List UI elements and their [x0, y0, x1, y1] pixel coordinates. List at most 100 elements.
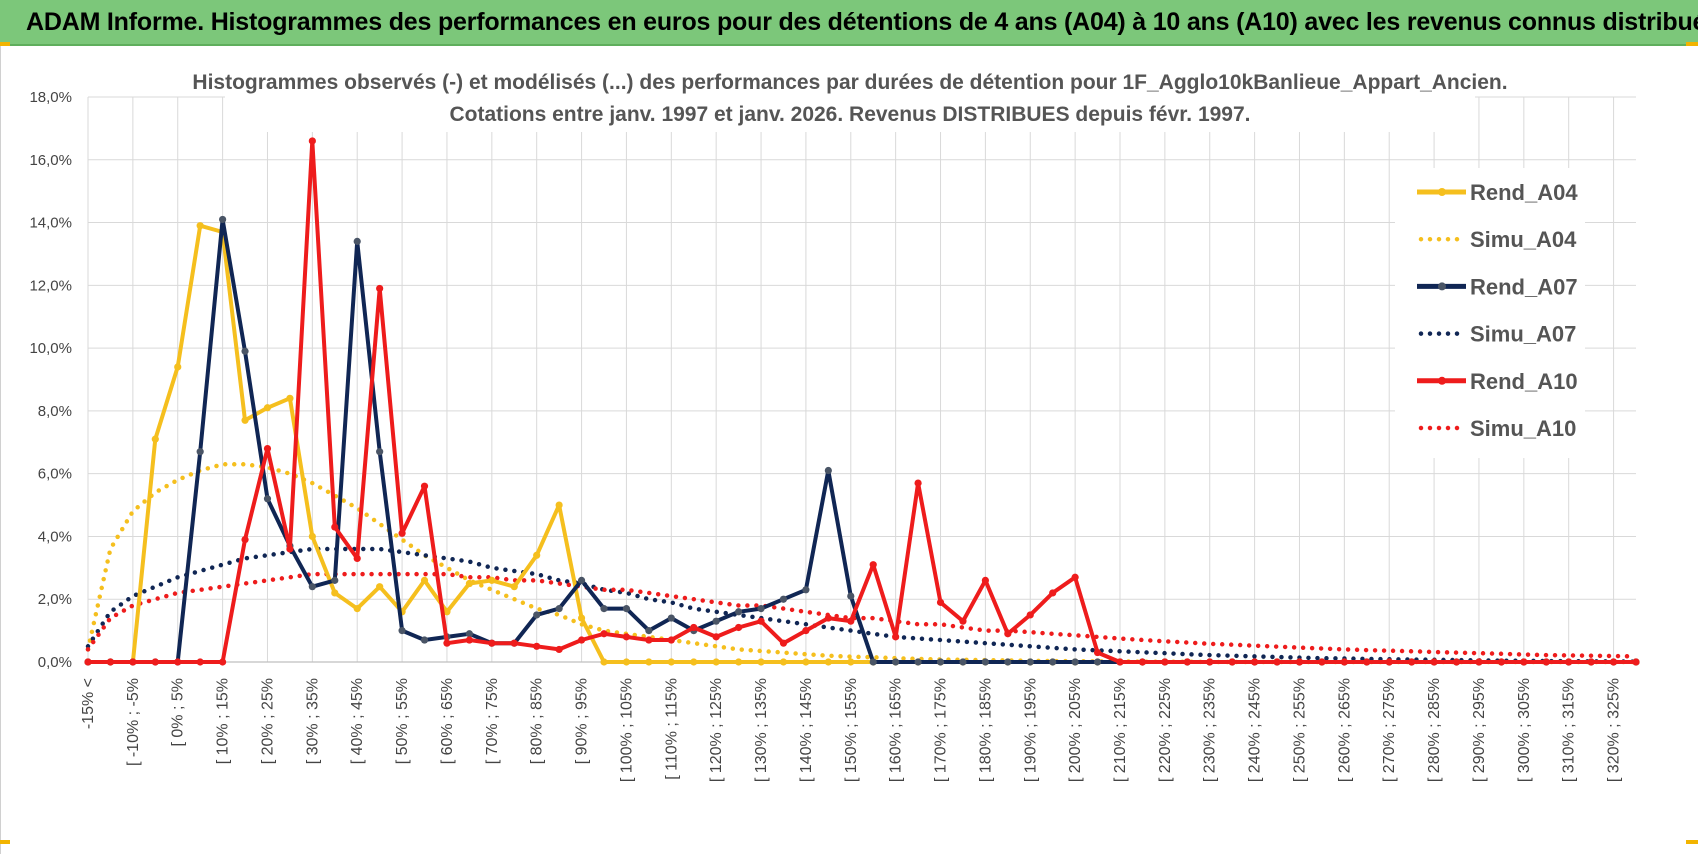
point-Rend_A07 [263, 495, 272, 503]
point-Rend_A04 [779, 658, 788, 666]
y-tick-label: 18,0% [29, 89, 72, 106]
point-Rend_A10 [1475, 658, 1483, 666]
x-tick-label: [ 80% ; 85% [529, 678, 546, 764]
point-Rend_A07 [398, 627, 406, 635]
series-Rend_A10 [84, 137, 1640, 666]
point-Rend_A07 [959, 658, 967, 666]
point-Rend_A10 [1452, 658, 1461, 666]
x-tick-label: [ 190% ; 195% [1022, 678, 1039, 782]
point-Rend_A10 [1295, 658, 1304, 666]
point-Rend_A04 [712, 658, 720, 666]
point-Rend_A07 [667, 614, 675, 622]
corner-mark-bl [0, 840, 10, 844]
point-Rend_A07 [533, 611, 541, 619]
point-Rend_A04 [465, 579, 473, 588]
point-Rend_A10 [1071, 573, 1079, 581]
x-tick-label: [ 210% ; 215% [1112, 678, 1129, 782]
x-tick-label: [ 290% ; 295% [1471, 678, 1488, 782]
point-Rend_A04 [577, 614, 586, 622]
x-tick-label: [ 100% ; 105% [618, 678, 635, 782]
legend-marker-Rend_A10 [1438, 376, 1446, 385]
point-Rend_A04 [735, 658, 743, 666]
point-Rend_A07 [376, 448, 384, 456]
y-tick-label: 14,0% [29, 215, 72, 232]
x-axis-ticks: -15% < [ -10% ; -5% [ 0% ; 5% [ 10% ; 15% [ … [80, 678, 1623, 782]
point-Rend_A10 [1183, 658, 1191, 666]
point-Rend_A04 [555, 501, 563, 509]
point-Rend_A07 [555, 605, 563, 613]
y-tick-label: 10,0% [29, 340, 72, 357]
point-Rend_A04 [690, 658, 698, 666]
point-Rend_A07 [420, 636, 429, 644]
point-Rend_A07 [1004, 658, 1012, 666]
point-Rend_A10 [959, 617, 967, 625]
legend: Rend_A04 Simu_A04 Rend_A07 Simu_A07 Rend_A10… [1417, 180, 1578, 441]
point-Rend_A04 [331, 589, 339, 597]
x-tick-label: [ 260% ; 265% [1336, 678, 1353, 782]
point-Rend_A10 [1363, 658, 1371, 666]
corner-mark-tl [0, 42, 10, 46]
point-Rend_A07 [1026, 658, 1034, 666]
x-tick-label: [ 280% ; 285% [1426, 678, 1443, 782]
x-tick-label: [ 90% ; 95% [574, 678, 591, 764]
point-Rend_A04 [847, 658, 855, 666]
point-Rend_A10 [241, 535, 249, 544]
point-Rend_A10 [1206, 658, 1214, 666]
x-tick-label: [ 120% ; 125% [708, 678, 725, 782]
point-Rend_A10 [577, 636, 586, 644]
point-Rend_A07 [802, 586, 810, 594]
point-Rend_A10 [1609, 658, 1618, 666]
point-Rend_A04 [286, 394, 294, 402]
point-Rend_A07 [824, 466, 832, 475]
x-tick-label: [ 110% ; 115% [663, 678, 680, 780]
point-Rend_A10 [443, 639, 451, 647]
point-Rend_A10 [376, 284, 384, 293]
point-Rend_A04 [622, 658, 631, 666]
point-Rend_A07 [353, 237, 361, 245]
legend-label-Simu_A04: Simu_A04 [1470, 227, 1577, 252]
point-Rend_A10 [1161, 658, 1169, 666]
point-Rend_A07 [1049, 658, 1057, 666]
legend-label-Simu_A07: Simu_A07 [1470, 322, 1576, 347]
point-Rend_A10 [802, 627, 810, 635]
x-tick-label: [ 130% ; 135% [753, 678, 770, 782]
legend-marker-Rend_A04 [1438, 188, 1446, 196]
y-tick-label: 12,0% [29, 277, 72, 294]
point-Rend_A10 [219, 658, 227, 666]
y-tick-label: 6,0% [38, 466, 72, 483]
point-Rend_A10 [510, 639, 518, 647]
point-Rend_A04 [533, 551, 541, 559]
x-tick-label: [ 20% ; 25% [259, 678, 276, 764]
point-Rend_A07 [936, 658, 945, 666]
point-Rend_A04 [824, 658, 832, 666]
x-tick-label: [ 150% ; 155% [843, 678, 860, 782]
point-Rend_A07 [196, 448, 204, 456]
x-tick-label: [ 320% ; 325% [1606, 678, 1623, 782]
title-background [225, 62, 1475, 132]
legend-marker-Rend_A07 [1438, 282, 1446, 291]
point-Rend_A07 [981, 658, 989, 666]
x-tick-label: [ 50% ; 55% [394, 678, 411, 764]
point-Rend_A10 [892, 633, 900, 641]
y-tick-label: 16,0% [29, 152, 72, 169]
point-Rend_A10 [331, 523, 339, 531]
x-tick-label: [ 40% ; 45% [349, 678, 366, 764]
title-banner: ADAM Informe. Histogrammes des performan… [0, 0, 1698, 46]
point-Rend_A04 [600, 658, 608, 666]
legend-label-Simu_A10: Simu_A10 [1470, 416, 1576, 441]
legend-label-Rend_A07: Rend_A07 [1470, 274, 1578, 299]
x-tick-label: [ 170% ; 175% [933, 678, 950, 782]
point-Rend_A10 [1251, 658, 1259, 666]
x-tick-label: [ 70% ; 75% [484, 678, 501, 764]
y-tick-label: 4,0% [38, 528, 72, 545]
point-Rend_A10 [84, 658, 92, 666]
x-tick-label: [ 0% ; 5% [170, 678, 187, 746]
point-Rend_A07 [735, 608, 743, 616]
x-tick-label: [ 300% ; 305% [1516, 678, 1533, 782]
point-Rend_A07 [465, 630, 473, 638]
point-Rend_A10 [1093, 648, 1102, 657]
point-Rend_A10 [914, 479, 922, 487]
point-Rend_A10 [869, 561, 877, 569]
point-Rend_A04 [420, 576, 429, 584]
line-Simu_A07 [85, 546, 1639, 664]
